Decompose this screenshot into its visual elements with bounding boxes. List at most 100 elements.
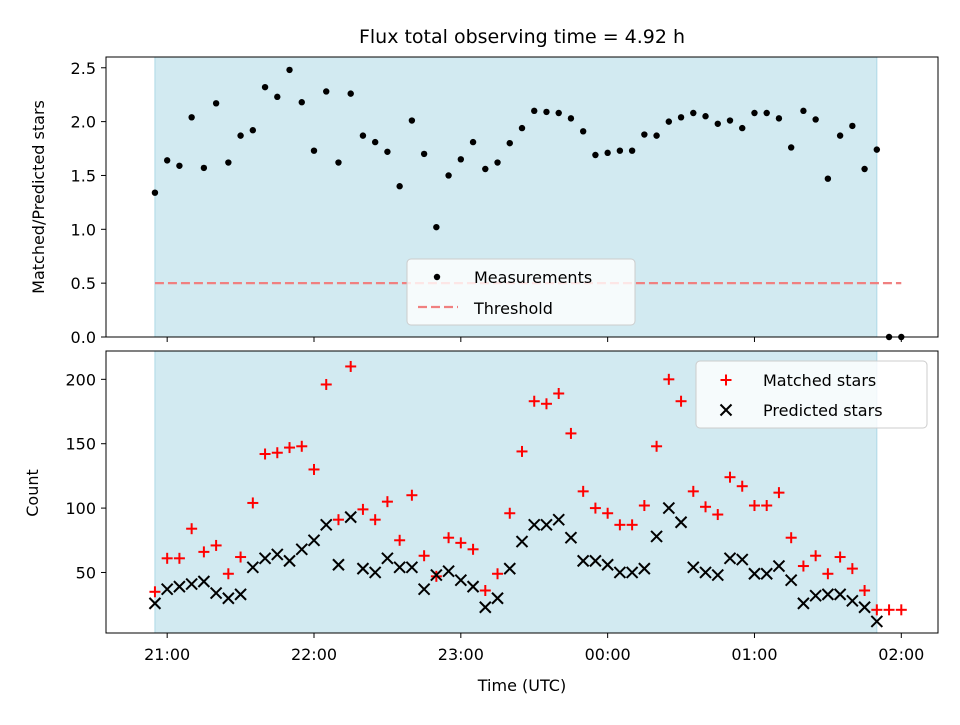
matched-star-point: [834, 551, 846, 563]
top-legend: Measurements Threshold: [406, 258, 636, 326]
matched-star-point: [822, 568, 834, 580]
cross-b: [736, 553, 749, 566]
x-tick-label: 21:00: [144, 645, 190, 664]
cross-b: [711, 568, 724, 582]
measurement-point: [261, 83, 269, 91]
legend-matched-label: Matched stars: [763, 371, 876, 390]
matched-star-point: [369, 514, 381, 526]
matched-star-point: [222, 568, 234, 580]
matched-star-point: [443, 532, 455, 544]
cross-b: [197, 575, 211, 588]
predicted-star-point: [271, 548, 284, 561]
predicted-star-point: [613, 566, 627, 579]
predicted-star-point: [393, 561, 406, 574]
predicted-star-point: [307, 534, 321, 547]
matched-star-point: [345, 360, 357, 372]
matched-star-point: [712, 509, 724, 521]
cross-b: [784, 573, 798, 587]
matched-star-point: [700, 501, 712, 513]
predicted-star-point: [772, 559, 786, 573]
y-tick-label: 1.0: [71, 220, 96, 239]
measurement-point: [347, 90, 354, 97]
cross-b: [699, 566, 712, 579]
measurement-point: [359, 132, 367, 139]
cross-b: [719, 403, 733, 417]
measurement-point: [763, 109, 770, 117]
predicted-star-point: [479, 601, 492, 614]
cross-b: [173, 580, 186, 593]
predicted-star-point: [197, 575, 211, 588]
matched-star-point: [846, 563, 858, 575]
measurement-point: [212, 100, 220, 107]
matched-star-point: [284, 442, 296, 454]
cross-b: [552, 513, 565, 526]
measurement-point: [469, 138, 477, 146]
cross-b: [515, 535, 529, 548]
cross-b: [430, 568, 443, 582]
predicted-star-point: [417, 583, 431, 596]
measurement-point: [812, 116, 819, 123]
predicted-star-point: [821, 588, 835, 601]
y-tick-label: 200: [65, 370, 96, 389]
matched-star-point: [296, 440, 308, 452]
y-tick-label: 150: [65, 435, 96, 454]
top-legend-box: [406, 258, 636, 326]
measurement-point: [714, 120, 721, 127]
predicted-star-point: [283, 554, 296, 568]
matched-star-point: [332, 514, 344, 526]
matched-star-point: [528, 395, 540, 407]
cross-b: [809, 589, 822, 602]
cross-b: [271, 548, 284, 561]
matched-star-point: [394, 534, 406, 546]
measurement-point: [286, 66, 293, 74]
cross-b: [234, 588, 247, 601]
measurement-point: [604, 149, 611, 157]
top-y-axis-label: Matched/Predicted stars: [29, 100, 48, 294]
matched-star-point: [198, 546, 210, 558]
matched-star-point: [247, 497, 259, 509]
predicted-star-point: [234, 588, 247, 601]
measurement-point: [433, 223, 440, 231]
predicted-star-point: [185, 577, 198, 591]
predicted-star-point: [442, 564, 455, 578]
cross-b: [454, 573, 468, 587]
predicted-star-point: [246, 561, 260, 574]
matched-star-point: [638, 500, 650, 512]
measurement-point: [384, 148, 391, 155]
matched-star-point: [540, 398, 552, 410]
cross-b: [687, 561, 700, 574]
matched-star-point: [553, 387, 565, 399]
cross-b: [613, 566, 627, 579]
predicted-star-point: [332, 558, 345, 571]
cross-b: [625, 566, 639, 579]
predicted-star-point: [809, 589, 822, 602]
matched-star-point: [565, 427, 577, 439]
y-tick-label: 1.5: [71, 166, 96, 185]
matched-star-point: [516, 445, 528, 457]
x-tick-label: 01:00: [731, 645, 777, 664]
cross-b: [503, 562, 516, 575]
measurement-point: [555, 109, 562, 117]
predicted-star-point: [405, 561, 419, 574]
measurement-point: [800, 107, 807, 115]
predicted-star-point: [173, 580, 186, 593]
cross-b: [564, 531, 578, 544]
predicted-star-point: [528, 518, 541, 532]
cross-b: [246, 561, 260, 574]
y-tick-label: 100: [65, 499, 96, 518]
cross-b: [650, 530, 663, 543]
x-tick-label: 22:00: [291, 645, 337, 664]
predicted-star-point: [356, 562, 370, 575]
bottom-panel: 50 100 150 200 21:00 22:00 23:00 00:00 01:00 02:0…: [65, 350, 939, 664]
matched-star-point: [577, 485, 589, 497]
bottom-legend-box: [695, 360, 928, 429]
measurement-point: [653, 132, 660, 139]
predicted-star-point: [650, 530, 663, 543]
cross-b: [417, 583, 431, 596]
predicted-star-point: [858, 601, 871, 614]
legend-matched-marker: [720, 374, 732, 386]
cross-b: [601, 558, 614, 571]
measurement-point: [849, 122, 856, 130]
matched-star-point: [883, 604, 895, 616]
